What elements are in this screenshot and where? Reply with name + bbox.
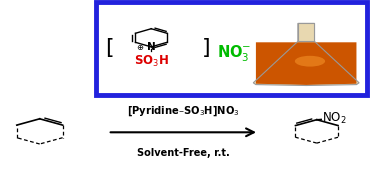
- Text: [Pyridine–SO$_3$H]NO$_3$: [Pyridine–SO$_3$H]NO$_3$: [127, 104, 240, 118]
- Text: [: [: [105, 38, 114, 58]
- Text: $\mathregular{\oplus}$: $\mathregular{\oplus}$: [136, 43, 145, 52]
- Text: NO$_3^{−}$: NO$_3^{−}$: [217, 44, 252, 64]
- Polygon shape: [298, 23, 314, 41]
- Bar: [96, 2, 367, 95]
- Polygon shape: [253, 23, 359, 86]
- Text: N: N: [147, 42, 156, 52]
- Polygon shape: [256, 42, 356, 85]
- Text: Solvent-Free, r.t.: Solvent-Free, r.t.: [137, 148, 230, 159]
- Ellipse shape: [295, 56, 325, 67]
- Text: NO$_2$: NO$_2$: [322, 111, 347, 126]
- Text: ]: ]: [202, 38, 210, 58]
- Text: SO$_3$H: SO$_3$H: [134, 53, 169, 69]
